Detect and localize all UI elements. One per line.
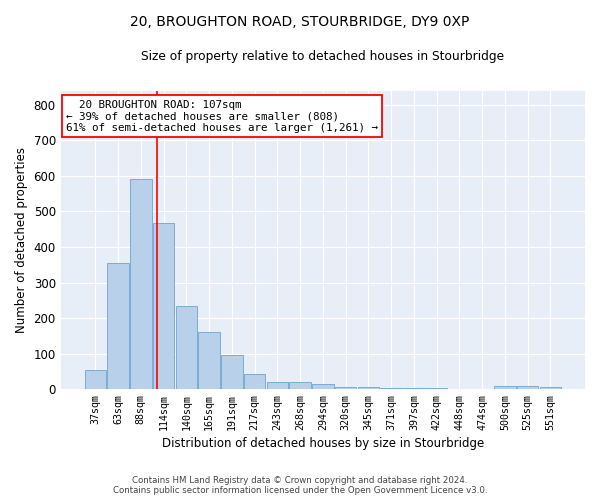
Bar [494,386,515,389]
Text: 20 BROUGHTON ROAD: 107sqm
← 39% of detached houses are smaller (808)
61% of semi: 20 BROUGHTON ROAD: 107sqm ← 39% of detac… [66,100,378,132]
Bar [358,388,379,389]
Bar [335,386,356,389]
Bar [221,355,242,389]
Bar [198,332,220,389]
X-axis label: Distribution of detached houses by size in Stourbridge: Distribution of detached houses by size … [162,437,484,450]
Bar [153,223,175,389]
Bar [176,306,197,389]
Text: Contains HM Land Registry data © Crown copyright and database right 2024.
Contai: Contains HM Land Registry data © Crown c… [113,476,487,495]
Bar [130,180,152,389]
Y-axis label: Number of detached properties: Number of detached properties [15,147,28,333]
Bar [244,374,265,389]
Bar [289,382,311,389]
Bar [380,388,402,389]
Bar [266,382,288,389]
Bar [85,370,106,389]
Bar [403,388,425,389]
Bar [517,386,538,389]
Bar [312,384,334,389]
Text: 20, BROUGHTON ROAD, STOURBRIDGE, DY9 0XP: 20, BROUGHTON ROAD, STOURBRIDGE, DY9 0XP [130,15,470,29]
Bar [539,388,561,389]
Bar [426,388,448,389]
Title: Size of property relative to detached houses in Stourbridge: Size of property relative to detached ho… [141,50,505,63]
Bar [107,263,129,389]
